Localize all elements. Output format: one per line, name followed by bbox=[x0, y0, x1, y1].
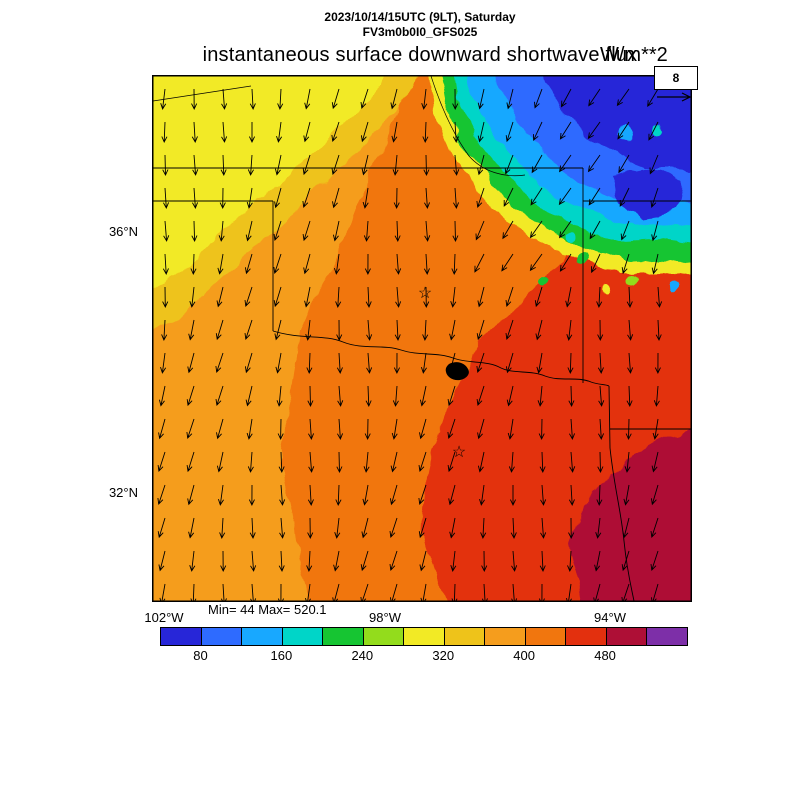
colorbar-tick-labels: 80 160 240 320 400 480 bbox=[160, 648, 686, 664]
cloud-speckle bbox=[538, 276, 548, 286]
cloud-speckle bbox=[603, 283, 613, 293]
cloud-core-navy-lobe bbox=[613, 168, 683, 218]
colorbar-segment bbox=[323, 628, 364, 645]
lon-tick-94w: 94°W bbox=[594, 610, 626, 625]
wind-vectors bbox=[157, 88, 663, 601]
lon-tick-102w: 102°W bbox=[144, 610, 184, 625]
colorbar-tick-label: 240 bbox=[351, 648, 374, 663]
cloud-core-navy bbox=[543, 76, 691, 170]
state-borders bbox=[153, 76, 691, 601]
lon-tick-98w: 98°W bbox=[369, 610, 401, 625]
wind-reference-value: 8 bbox=[654, 66, 698, 90]
wind-reference-arrow-icon bbox=[657, 92, 692, 102]
river-arkansas bbox=[430, 76, 526, 177]
colorbar-segment bbox=[363, 628, 405, 645]
colorbar-segment bbox=[525, 628, 567, 645]
colorbar-segment bbox=[444, 628, 486, 645]
river-top-left bbox=[153, 85, 252, 102]
model-header: FV3m0b0I0_GFS025 bbox=[362, 25, 478, 39]
minmax-label: Min= 44 Max= 520.1 bbox=[208, 602, 327, 617]
colorbar-segment bbox=[242, 628, 283, 645]
map-plot-area: ☆ ☆ bbox=[152, 75, 692, 602]
colorbar-segment bbox=[566, 628, 607, 645]
colorbar-segment bbox=[647, 628, 687, 645]
cloud-speckle bbox=[627, 275, 639, 287]
colorbar bbox=[160, 627, 688, 646]
colorbar-tick-label: 160 bbox=[270, 648, 293, 663]
colorbar-tick-label: 320 bbox=[432, 648, 455, 663]
colorbar-tick-label: 480 bbox=[594, 648, 616, 663]
colorbar-segment bbox=[606, 628, 648, 645]
colorbar-segment bbox=[404, 628, 445, 645]
lat-tick-36n: 36°N bbox=[108, 224, 138, 239]
colorbar-segment bbox=[161, 628, 202, 645]
city-star-marker-south: ☆ bbox=[452, 444, 466, 461]
cloud-speckle bbox=[653, 126, 663, 136]
colorbar-segment bbox=[485, 628, 526, 645]
flux-field bbox=[153, 76, 691, 601]
cloud-speckle bbox=[566, 231, 576, 241]
wind-arrow-path bbox=[157, 88, 663, 601]
lat-tick-32n: 32°N bbox=[108, 485, 138, 500]
datetime-header: 2023/10/14/15UTC (9LT), Saturday bbox=[324, 10, 516, 24]
city-star-marker-north: ☆ bbox=[418, 285, 432, 302]
colorbar-tick-label: 80 bbox=[193, 648, 208, 663]
colorbar-tick-label: 400 bbox=[513, 648, 535, 663]
colorbar-segment bbox=[282, 628, 324, 645]
plot-title: instantaneous surface downward shortwave… bbox=[202, 44, 638, 66]
border-red-river bbox=[272, 330, 610, 387]
flux-region-gold-band bbox=[153, 76, 420, 330]
units-label: W/m**2 bbox=[600, 44, 668, 66]
cloud-speckle bbox=[668, 281, 678, 291]
flux-region-yellow bbox=[153, 76, 386, 291]
colorbar-segment bbox=[201, 628, 243, 645]
